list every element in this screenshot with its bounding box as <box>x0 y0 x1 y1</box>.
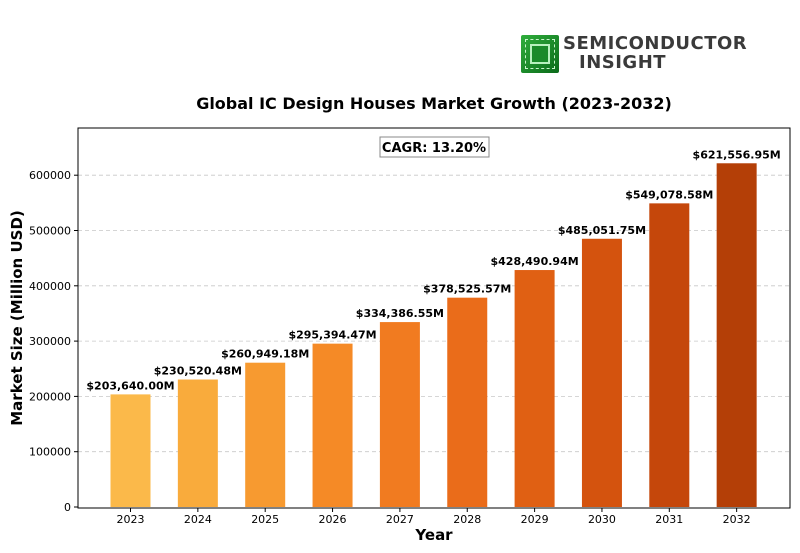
bar-value-label: $378,525.57M <box>423 283 511 296</box>
chart-title: Global IC Design Houses Market Growth (2… <box>196 94 672 113</box>
y-tick-label: 0 <box>64 501 71 514</box>
bar-value-label: $428,490.94M <box>490 255 578 268</box>
brand-logo: SEMICONDUCTOR INSIGHT <box>521 33 748 75</box>
bar-value-labels: $203,640.00M$230,520.48M $260,949.18M $295… <box>86 148 780 392</box>
y-tick-label: 200000 <box>29 390 71 403</box>
bar-value-label: $485,051.75M <box>558 224 646 237</box>
bar-value-label: $621,556.95M <box>693 148 781 161</box>
x-tick-label: 2024 <box>184 513 212 526</box>
x-tick-label: 2025 <box>251 513 279 526</box>
y-axis-ticks: 0 100000 200000 300000 400000 500000 600000 <box>29 169 78 514</box>
cagr-label: CAGR: 13.20% <box>382 141 486 156</box>
bar-2025 <box>245 362 286 507</box>
bar-2023 <box>110 394 151 507</box>
x-tick-label: 2027 <box>386 513 414 526</box>
bar-2029 <box>514 270 555 507</box>
plot-frame <box>77 127 791 509</box>
y-axis-title: Market Size (Million USD) <box>8 210 26 426</box>
x-tick-label: 2030 <box>588 513 616 526</box>
y-tick-label: 100000 <box>29 446 71 459</box>
x-tick-label: 2026 <box>319 513 347 526</box>
bar-value-label: $203,640.00M <box>86 379 174 392</box>
x-tick-label: 2028 <box>453 513 481 526</box>
logo-line-2: INSIGHT <box>579 52 667 73</box>
bar-value-label: $295,394.47M <box>288 329 376 342</box>
logo-line-1: SEMICONDUCTOR <box>563 33 748 54</box>
y-tick-label: 500000 <box>29 225 71 238</box>
bar-2030 <box>581 238 622 507</box>
bar-value-label: $334,386.55M <box>356 307 444 320</box>
bar-2032 <box>716 163 757 508</box>
y-tick-label: 400000 <box>29 280 71 293</box>
bar-value-label: $260,949.18M <box>221 348 309 361</box>
x-axis-title: Year <box>414 526 453 544</box>
bar-2027 <box>379 322 420 507</box>
x-tick-label: 2031 <box>655 513 683 526</box>
y-tick-label: 300000 <box>29 335 71 348</box>
x-axis-ticks: 2023 2024 2025 2026 2027 2028 2029 2030 2031 2032 <box>117 508 751 526</box>
bar-2026 <box>312 343 353 507</box>
x-tick-label: 2032 <box>723 513 751 526</box>
bar-2028 <box>447 297 488 507</box>
bar-2031 <box>649 203 690 507</box>
x-tick-label: 2023 <box>117 513 145 526</box>
bar-value-label: $230,520.48M <box>154 365 242 378</box>
chip-icon <box>521 35 559 73</box>
bar-value-label: $549,078.58M <box>625 188 713 201</box>
bar-2024 <box>177 379 218 507</box>
y-tick-label: 600000 <box>29 169 71 182</box>
x-tick-label: 2029 <box>521 513 549 526</box>
cagr-box: CAGR: 13.20% <box>379 136 490 158</box>
bars <box>110 163 757 508</box>
